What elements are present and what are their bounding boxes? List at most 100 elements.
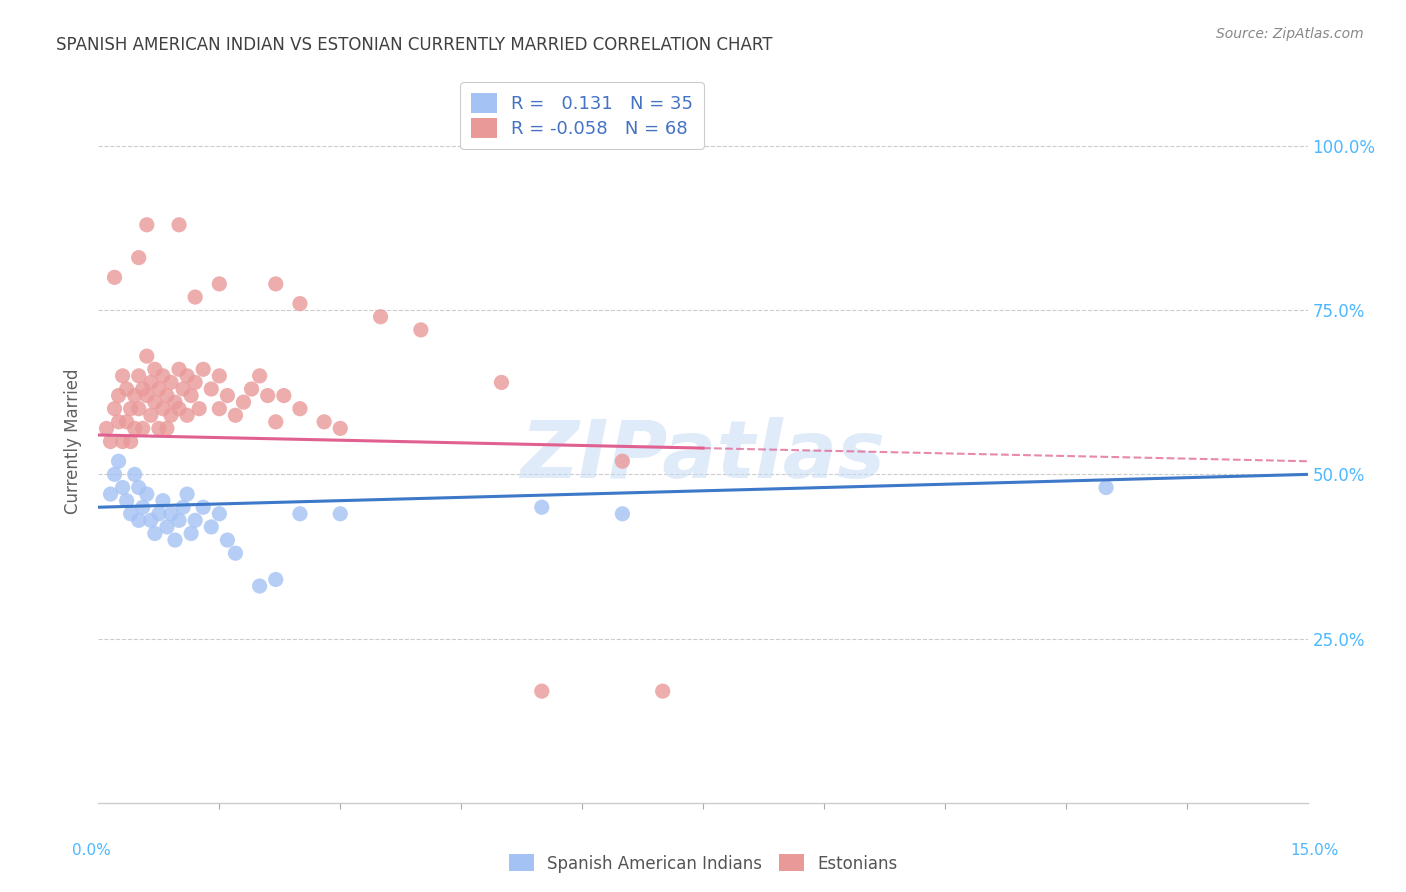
Legend: R =   0.131   N = 35, R = -0.058   N = 68: R = 0.131 N = 35, R = -0.058 N = 68: [460, 82, 704, 149]
Point: [314, 415, 336, 429]
Point: [167, 362, 190, 376]
Point: [329, 507, 352, 521]
Point: [107, 388, 129, 402]
Point: [115, 493, 138, 508]
Point: [115, 382, 138, 396]
Point: [135, 388, 157, 402]
Legend: Spanish American Indians, Estonians: Spanish American Indians, Estonians: [502, 847, 904, 880]
Point: [288, 401, 311, 416]
Point: [124, 421, 146, 435]
Point: [208, 507, 231, 521]
Point: [156, 388, 179, 402]
Point: [160, 376, 183, 390]
Text: Source: ZipAtlas.com: Source: ZipAtlas.com: [1216, 27, 1364, 41]
Point: [188, 401, 211, 416]
Point: [256, 388, 278, 402]
Point: [132, 421, 155, 435]
Point: [143, 526, 166, 541]
Point: [224, 546, 246, 560]
Point: [132, 500, 155, 515]
Point: [184, 290, 207, 304]
Point: [96, 421, 118, 435]
Point: [160, 507, 183, 521]
Text: SPANISH AMERICAN INDIAN VS ESTONIAN CURRENTLY MARRIED CORRELATION CHART: SPANISH AMERICAN INDIAN VS ESTONIAN CURR…: [56, 36, 773, 54]
Point: [217, 533, 239, 547]
Point: [135, 349, 157, 363]
Point: [273, 388, 295, 402]
Y-axis label: Currently Married: Currently Married: [65, 368, 83, 515]
Point: [172, 500, 194, 515]
Point: [143, 395, 166, 409]
Point: [491, 376, 513, 390]
Point: [409, 323, 432, 337]
Point: [1095, 481, 1118, 495]
Point: [264, 573, 287, 587]
Point: [143, 362, 166, 376]
Point: [176, 368, 198, 383]
Point: [184, 376, 207, 390]
Point: [124, 388, 146, 402]
Point: [107, 415, 129, 429]
Point: [120, 401, 142, 416]
Point: [200, 520, 222, 534]
Point: [139, 376, 162, 390]
Point: [240, 382, 263, 396]
Point: [530, 500, 553, 515]
Point: [167, 513, 190, 527]
Point: [163, 395, 186, 409]
Point: [135, 487, 157, 501]
Text: ZIPatlas: ZIPatlas: [520, 417, 886, 495]
Point: [530, 684, 553, 698]
Point: [651, 684, 673, 698]
Point: [167, 401, 190, 416]
Point: [180, 526, 202, 541]
Point: [152, 368, 174, 383]
Point: [103, 270, 125, 285]
Point: [329, 421, 352, 435]
Point: [288, 296, 311, 310]
Point: [128, 513, 150, 527]
Point: [103, 401, 125, 416]
Point: [156, 421, 179, 435]
Point: [193, 362, 215, 376]
Point: [176, 487, 198, 501]
Point: [124, 467, 146, 482]
Point: [135, 218, 157, 232]
Point: [128, 368, 150, 383]
Point: [288, 507, 311, 521]
Point: [264, 277, 287, 291]
Point: [103, 467, 125, 482]
Point: [132, 382, 155, 396]
Point: [172, 382, 194, 396]
Point: [148, 382, 170, 396]
Point: [180, 388, 202, 402]
Point: [128, 251, 150, 265]
Point: [139, 409, 162, 423]
Point: [208, 277, 231, 291]
Point: [200, 382, 222, 396]
Point: [100, 434, 122, 449]
Point: [128, 481, 150, 495]
Point: [249, 579, 271, 593]
Point: [111, 368, 134, 383]
Point: [217, 388, 239, 402]
Text: 15.0%: 15.0%: [1291, 843, 1339, 858]
Point: [128, 401, 150, 416]
Point: [208, 401, 231, 416]
Point: [163, 533, 186, 547]
Point: [111, 434, 134, 449]
Point: [152, 493, 174, 508]
Point: [111, 481, 134, 495]
Point: [176, 409, 198, 423]
Point: [167, 218, 190, 232]
Point: [612, 454, 634, 468]
Point: [208, 368, 231, 383]
Point: [148, 507, 170, 521]
Point: [120, 434, 142, 449]
Text: 0.0%: 0.0%: [72, 843, 111, 858]
Point: [612, 507, 634, 521]
Point: [148, 421, 170, 435]
Point: [115, 415, 138, 429]
Point: [120, 507, 142, 521]
Point: [139, 513, 162, 527]
